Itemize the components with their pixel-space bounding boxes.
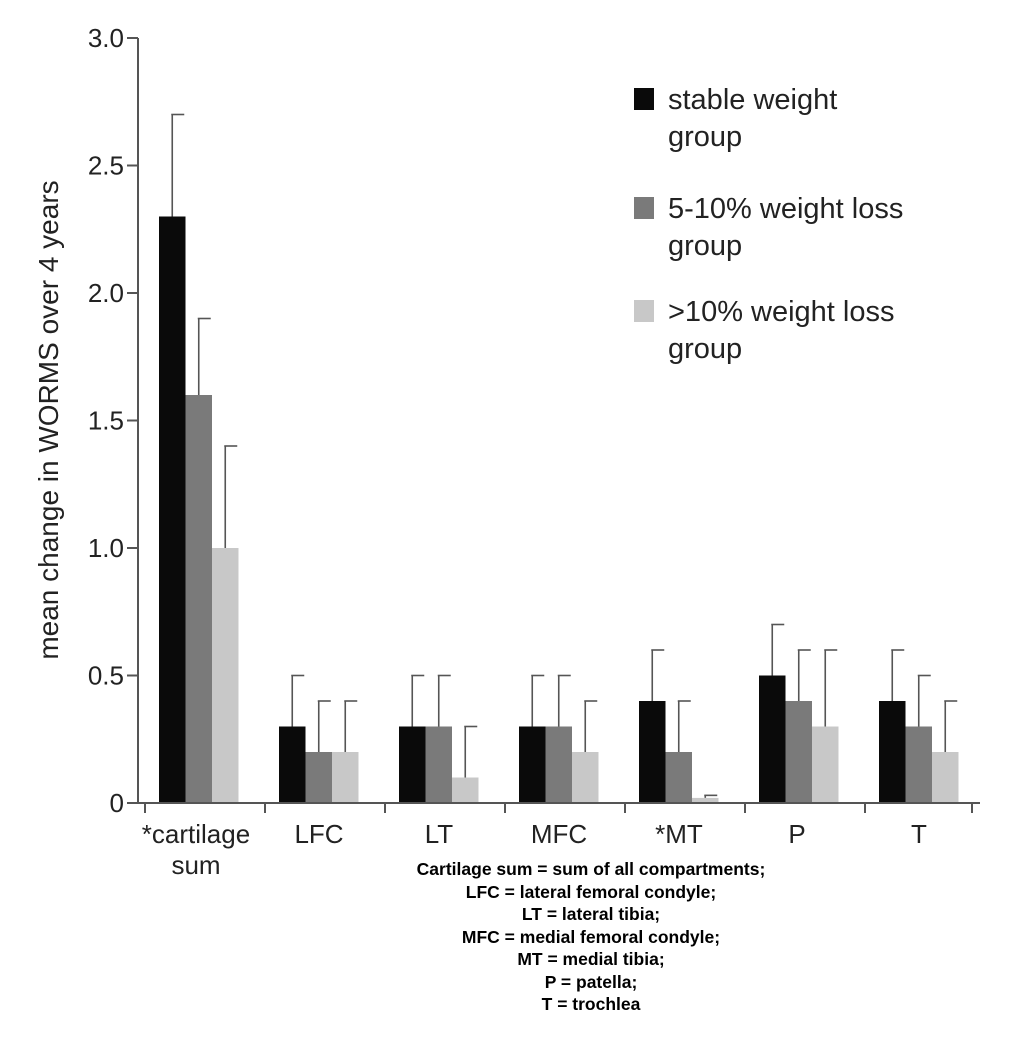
legend-label: stable weight bbox=[668, 84, 837, 116]
legend-swatch bbox=[634, 88, 654, 110]
bar bbox=[519, 726, 546, 803]
bar bbox=[879, 701, 906, 803]
footnote-line: LFC = lateral femoral condyle; bbox=[465, 881, 717, 902]
legend-label: 5-10% weight loss bbox=[668, 193, 903, 225]
footnote-line: LT = lateral tibia; bbox=[521, 904, 661, 924]
category-label: LFC bbox=[294, 819, 343, 849]
bar bbox=[572, 752, 599, 803]
bar bbox=[759, 675, 786, 803]
y-tick-label: 0 bbox=[110, 788, 124, 818]
legend-swatch bbox=[634, 197, 654, 219]
y-tick-label: 1.0 bbox=[88, 533, 124, 563]
bar bbox=[185, 395, 212, 803]
category-label: LT bbox=[425, 819, 454, 849]
bar bbox=[639, 701, 666, 803]
category-label: *cartilage bbox=[142, 819, 250, 849]
y-tick-label: 2.5 bbox=[88, 151, 124, 181]
bars bbox=[159, 113, 959, 803]
bar bbox=[305, 752, 332, 803]
y-tick-label: 2.0 bbox=[88, 278, 124, 308]
y-tick-label: 1.5 bbox=[88, 406, 124, 436]
y-tick-label: 3.0 bbox=[88, 23, 124, 53]
bar bbox=[692, 797, 719, 803]
footnote-line: T = trochlea bbox=[541, 994, 641, 1014]
y-axis: 0 0.5 1.0 1.5 2.0 2.5 3.0 bbox=[88, 23, 139, 818]
bar bbox=[279, 726, 306, 803]
footnote-line: P = patella; bbox=[544, 971, 638, 992]
bar bbox=[932, 752, 959, 803]
legend-swatch bbox=[634, 300, 654, 322]
category-label: T bbox=[911, 819, 927, 849]
bar bbox=[905, 726, 932, 803]
bar bbox=[399, 726, 426, 803]
footnote-line: Cartilage sum = sum of all compartments; bbox=[416, 859, 766, 879]
legend-label: group bbox=[668, 230, 742, 262]
category-label: *MT bbox=[655, 819, 703, 849]
category-label: P bbox=[788, 819, 805, 849]
y-axis-title: mean change in WORMS over 4 years bbox=[33, 180, 64, 659]
footnote-line: MFC = medial femoral condyle; bbox=[461, 926, 721, 947]
footnote: Cartilage sum = sum of all compartments;… bbox=[0, 858, 1027, 1016]
legend-label: >10% weight loss bbox=[668, 296, 895, 328]
bar bbox=[159, 216, 186, 803]
bar bbox=[425, 726, 452, 803]
bar bbox=[332, 752, 359, 803]
bar bbox=[812, 726, 839, 803]
y-tick-label: 0.5 bbox=[88, 661, 124, 691]
category-label: sum bbox=[171, 850, 220, 880]
bar bbox=[212, 548, 239, 803]
bar bbox=[545, 726, 572, 803]
legend: stable weight group 5-10% weight loss group… bbox=[634, 84, 903, 365]
bar bbox=[785, 701, 812, 803]
category-label: MFC bbox=[531, 819, 587, 849]
bar bbox=[665, 752, 692, 803]
footnote-line: MT = medial tibia; bbox=[517, 949, 665, 969]
legend-label: group bbox=[668, 121, 742, 153]
bar bbox=[452, 777, 479, 803]
legend-label: group bbox=[668, 333, 742, 365]
